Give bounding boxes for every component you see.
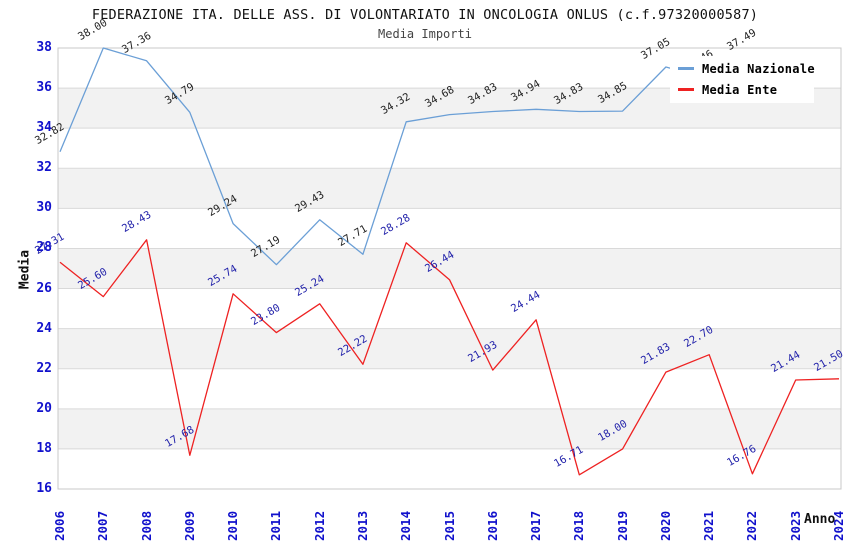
x-axis-title: Anno <box>804 512 836 527</box>
y-tick-label: 22 <box>36 360 52 376</box>
band <box>58 248 841 289</box>
x-tick-label: 2014 <box>398 510 414 541</box>
y-tick-label: 30 <box>36 200 52 216</box>
x-tick-label: 2013 <box>354 510 370 541</box>
x-tick-label: 2019 <box>614 510 630 541</box>
y-tick-label: 20 <box>36 400 52 416</box>
x-tick-label: 2023 <box>787 510 803 541</box>
x-tick-label: 2012 <box>311 510 327 541</box>
y-tick-label: 18 <box>36 440 52 456</box>
series-line-nazionale <box>59 47 753 266</box>
chart-subtitle: Media Importi <box>378 27 472 41</box>
y-tick-label: 16 <box>36 481 52 496</box>
legend-label: Media Nazionale <box>702 61 815 76</box>
x-tick-label: 2009 <box>181 510 197 541</box>
y-tick-label: 26 <box>36 280 52 296</box>
series-line-ente <box>59 239 840 476</box>
y-tick-label: 32 <box>36 160 52 176</box>
x-tick-label: 2016 <box>484 510 500 541</box>
x-tick-label: 2006 <box>52 510 67 541</box>
band <box>58 328 841 369</box>
legend-marker-blue-icon <box>678 67 694 70</box>
y-tick-label: 36 <box>36 80 52 96</box>
x-tick-label: 2011 <box>268 510 284 541</box>
plot-border <box>57 47 842 490</box>
y-tick-label: 28 <box>36 240 52 256</box>
x-tick-label: 2020 <box>657 510 673 541</box>
legend-item-media-nazionale: Media Nazionale <box>674 58 815 79</box>
x-tick-label: 2022 <box>744 510 760 541</box>
legend-label: Media Ente <box>702 82 778 97</box>
x-tick-label: 2018 <box>571 510 587 541</box>
y-tick-label: 24 <box>36 320 52 336</box>
legend: Media Nazionale Media Ente <box>670 56 815 103</box>
chart-title: FEDERAZIONE ITA. DELLE ASS. DI VOLONTARI… <box>91 7 759 23</box>
x-tick-label: 2008 <box>138 510 154 541</box>
x-tick-label: 2021 <box>701 510 717 541</box>
band <box>58 408 841 449</box>
x-tick-label: 2015 <box>441 510 457 541</box>
legend-item-media-ente: Media Ente <box>674 79 814 100</box>
legend-marker-red-icon <box>678 88 694 91</box>
y-tick-label: 38 <box>36 40 52 55</box>
x-tick-label: 2010 <box>225 510 241 541</box>
band <box>58 168 841 209</box>
y-tick-label: 34 <box>36 120 52 136</box>
x-tick-label: 2007 <box>95 510 111 541</box>
x-tick-label: 2017 <box>528 510 544 541</box>
